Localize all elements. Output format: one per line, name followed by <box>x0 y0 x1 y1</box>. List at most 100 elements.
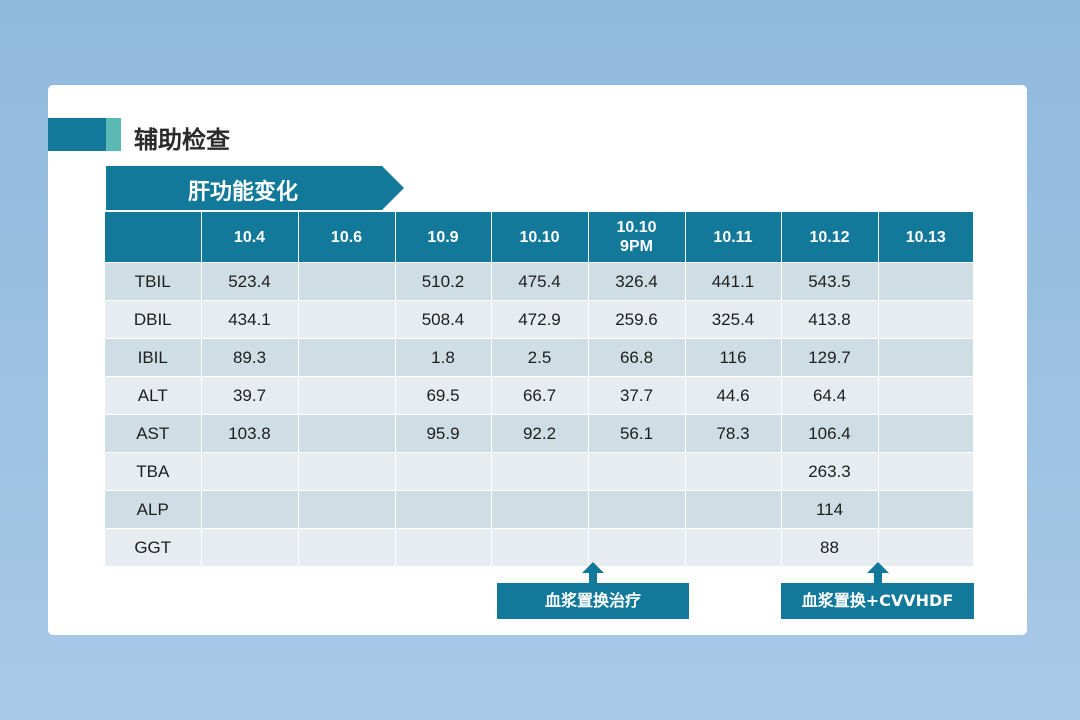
value-cell: 116 <box>685 338 782 377</box>
section-bar-accent <box>106 118 121 151</box>
table-row: ALP 114 <box>105 490 973 529</box>
header-cell-date: 10.12 <box>781 212 879 263</box>
value-cell <box>588 528 686 566</box>
row-label-cell: ALT <box>105 376 202 415</box>
value-cell: 37.7 <box>588 376 686 415</box>
value-cell <box>878 414 973 453</box>
value-cell: 103.8 <box>201 414 299 453</box>
table-body: TBIL 523.4 510.2 475.4 326.4 441.1 543.5 DBIL 43… <box>105 262 973 566</box>
header-cell-date: 10.9 <box>395 212 492 263</box>
annotation-label: 血浆置换+CVVHDF <box>781 583 974 619</box>
value-cell: 56.1 <box>588 414 686 453</box>
header-cell-date: 10.10 <box>491 212 589 263</box>
header-cell-date: 10.13 <box>878 212 973 263</box>
value-cell: 543.5 <box>781 262 879 301</box>
table-row: AST 103.8 95.9 92.2 56.1 78.3 106.4 <box>105 414 973 453</box>
value-cell: 510.2 <box>395 262 492 301</box>
section-header: 辅助检查 <box>48 118 348 154</box>
up-arrow-icon <box>582 562 604 573</box>
table-title: 肝功能变化 <box>188 180 299 205</box>
arrow-stem <box>873 572 882 584</box>
value-cell <box>298 490 396 529</box>
banner-arrow-shape <box>106 166 404 210</box>
value-cell: 114 <box>781 490 879 529</box>
value-cell: 44.6 <box>685 376 782 415</box>
value-cell: 259.6 <box>588 300 686 339</box>
value-cell: 472.9 <box>491 300 589 339</box>
value-cell <box>298 262 396 301</box>
value-cell <box>491 452 589 491</box>
value-cell <box>878 452 973 491</box>
value-cell: 508.4 <box>395 300 492 339</box>
value-cell: 1.8 <box>395 338 492 377</box>
header-cell-date: 10.4 <box>201 212 299 263</box>
value-cell <box>298 452 396 491</box>
value-cell: 64.4 <box>781 376 879 415</box>
value-cell: 129.7 <box>781 338 879 377</box>
table-row: IBIL 89.3 1.8 2.5 66.8 116 129.7 <box>105 338 973 377</box>
value-cell: 92.2 <box>491 414 589 453</box>
table-row: TBIL 523.4 510.2 475.4 326.4 441.1 543.5 <box>105 262 973 301</box>
value-cell <box>201 490 299 529</box>
row-label-cell: TBIL <box>105 262 202 301</box>
value-cell <box>298 414 396 453</box>
value-cell: 326.4 <box>588 262 686 301</box>
value-cell: 413.8 <box>781 300 879 339</box>
liver-function-table: 10.4 10.6 10.9 10.10 10.10 9PM 10.11 10.12 10.1… <box>105 212 973 566</box>
section-title: 辅助检查 <box>134 126 230 154</box>
value-cell <box>298 528 396 566</box>
value-cell <box>588 452 686 491</box>
value-cell <box>588 490 686 529</box>
value-cell: 523.4 <box>201 262 299 301</box>
slide-card: 辅助检查 肝功能变化 10.4 10.6 10.9 10.10 10.10 9PM 10.… <box>48 85 1027 635</box>
value-cell <box>491 528 589 566</box>
value-cell: 89.3 <box>201 338 299 377</box>
value-cell <box>878 300 973 339</box>
value-cell <box>878 338 973 377</box>
value-cell: 69.5 <box>395 376 492 415</box>
value-cell <box>878 490 973 529</box>
arrow-stem <box>589 572 597 584</box>
header-cell-corner <box>105 212 202 263</box>
value-cell <box>878 262 973 301</box>
row-label-cell: GGT <box>105 528 202 566</box>
row-label-cell: TBA <box>105 452 202 491</box>
header-cell-date: 10.10 9PM <box>588 212 686 263</box>
value-cell: 39.7 <box>201 376 299 415</box>
value-cell <box>298 300 396 339</box>
table-row: DBIL 434.1 508.4 472.9 259.6 325.4 413.8 <box>105 300 973 339</box>
table-row: ALT 39.7 69.5 66.7 37.7 44.6 64.4 <box>105 376 973 415</box>
value-cell <box>685 490 782 529</box>
value-cell <box>298 376 396 415</box>
row-label-cell: AST <box>105 414 202 453</box>
value-cell <box>395 528 492 566</box>
value-cell: 88 <box>781 528 879 566</box>
annotation-label: 血浆置换治疗 <box>497 583 689 619</box>
up-arrow-icon <box>866 562 889 573</box>
value-cell: 325.4 <box>685 300 782 339</box>
header-cell-date: 10.6 <box>298 212 396 263</box>
value-cell: 2.5 <box>491 338 589 377</box>
plasma-exchange-annotation: 血浆置换治疗 <box>497 562 689 622</box>
value-cell: 78.3 <box>685 414 782 453</box>
value-cell: 441.1 <box>685 262 782 301</box>
header-cell-date: 10.11 <box>685 212 782 263</box>
value-cell: 263.3 <box>781 452 879 491</box>
value-cell: 95.9 <box>395 414 492 453</box>
value-cell <box>685 452 782 491</box>
value-cell <box>395 490 492 529</box>
value-cell: 106.4 <box>781 414 879 453</box>
table-row: TBA 263.3 <box>105 452 973 491</box>
table-header-row: 10.4 10.6 10.9 10.10 10.10 9PM 10.11 10.12 10.1… <box>105 212 973 263</box>
value-cell <box>491 490 589 529</box>
row-label-cell: ALP <box>105 490 202 529</box>
value-cell <box>201 528 299 566</box>
value-cell <box>395 452 492 491</box>
value-cell <box>878 528 973 566</box>
value-cell <box>298 338 396 377</box>
value-cell: 66.7 <box>491 376 589 415</box>
plasma-exchange-cvvhdf-annotation: 血浆置换+CVVHDF <box>781 562 974 622</box>
table-row: GGT 88 <box>105 528 973 566</box>
value-cell: 66.8 <box>588 338 686 377</box>
table-title-banner: 肝功能变化 <box>106 166 406 210</box>
